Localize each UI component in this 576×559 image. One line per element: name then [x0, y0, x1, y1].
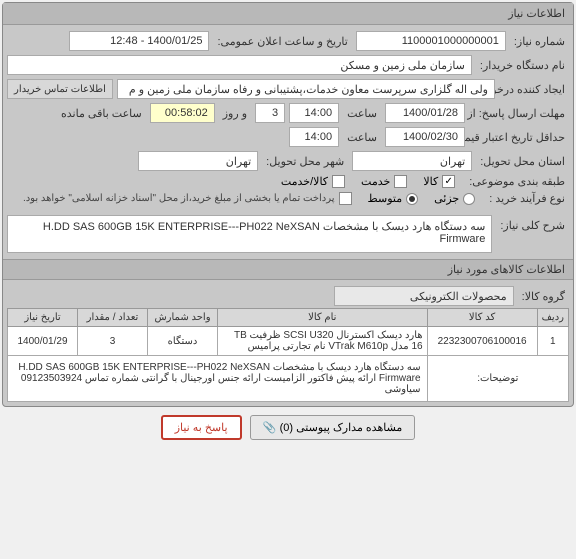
time-label-1: ساعت	[343, 107, 381, 120]
cat-goods-group: کالا	[417, 175, 461, 188]
days-field: 3	[255, 103, 285, 123]
th-idx: ردیف	[537, 309, 568, 327]
delivery-city-field: تهران	[138, 151, 258, 171]
niaz-number-field: 1100001000000001	[356, 31, 506, 51]
pt-medium-group: متوسط	[362, 192, 425, 205]
payment-note-checkbox[interactable]	[339, 192, 352, 205]
creator-field: ولی اله گلزاری سرپرست معاون خدمات،پشتیبا…	[117, 79, 495, 99]
cat-service-checkbox[interactable]	[394, 175, 407, 188]
th-qty: تعداد / مقدار	[78, 309, 148, 327]
remaining-label: ساعت باقی مانده	[57, 107, 146, 120]
creator-label: ایجاد کننده درخواست:	[499, 83, 569, 96]
announce-field: 1400/01/25 - 12:48	[69, 31, 209, 51]
payment-note-label: پرداخت تمام یا بخشی از مبلغ خرید،از محل …	[23, 193, 335, 204]
countdown-field: 00:58:02	[150, 103, 215, 123]
cat-both-checkbox[interactable]	[332, 175, 345, 188]
cell-idx: 1	[537, 327, 568, 356]
cat-both-label: کالا/خدمت	[281, 175, 328, 188]
need-info-panel: اطلاعات نیاز شماره نیاز: 110000100000000…	[2, 2, 574, 407]
group-field: محصولات الکترونیکی	[334, 286, 514, 306]
table-desc-row: توضیحات: سه دستگاه هارد دیسک با مشخصات H…	[8, 356, 569, 402]
goods-info-title: اطلاعات کالاهای مورد نیاز	[3, 259, 573, 280]
niaz-number-label: شماره نیاز:	[510, 35, 569, 48]
th-date: تاریخ نیاز	[8, 309, 78, 327]
cat-service-label: خدمت	[361, 175, 390, 188]
cat-both-group: کالا/خدمت	[275, 175, 351, 188]
key-desc-label: شرح کلی نیاز:	[496, 215, 569, 232]
days-sep-label: و روز	[219, 107, 251, 120]
validity-date-field: 1400/02/30	[385, 127, 465, 147]
cell-qty: 3	[78, 327, 148, 356]
th-unit: واحد شمارش	[148, 309, 218, 327]
desc-value-cell: سه دستگاه هارد دیسک با مشخصات H.DD SAS 6…	[8, 356, 428, 402]
delivery-state-field: تهران	[352, 151, 472, 171]
attachments-button[interactable]: مشاهده مدارک پیوستی (0) 📎	[250, 415, 416, 440]
payment-note-group: پرداخت تمام یا بخشی از مبلغ خرید،از محل …	[17, 192, 358, 205]
th-code: کد کالا	[427, 309, 537, 327]
table-row: 1 2232300706100016 هارد دیسک اکسترنال SC…	[8, 327, 569, 356]
attachment-icon: 📎	[263, 421, 277, 435]
reply-button[interactable]: پاسخ به نیاز	[161, 415, 242, 440]
contact-info-button[interactable]: اطلاعات تماس خریدار	[7, 79, 113, 99]
pt-medium-label: متوسط	[368, 192, 403, 205]
deadline-time-field: 14:00	[289, 103, 339, 123]
attachments-label: مشاهده مدارک پیوستی (0)	[280, 422, 403, 434]
category-label: طبقه بندی موضوعی:	[465, 175, 569, 188]
pt-small-label: جزئی	[434, 192, 459, 205]
cat-goods-checkbox[interactable]	[442, 175, 455, 188]
pt-medium-radio[interactable]	[406, 193, 418, 205]
time-label-2: ساعت	[343, 131, 381, 144]
action-buttons: مشاهده مدارک پیوستی (0) 📎 پاسخ به نیاز	[0, 409, 576, 446]
cell-date: 1400/01/29	[8, 327, 78, 356]
delivery-city-label: شهر محل تحویل:	[262, 155, 348, 168]
buyer-label: نام دستگاه خریدار:	[476, 59, 569, 72]
cat-goods-label: کالا	[423, 175, 438, 188]
validity-label: حداقل تاریخ اعتبار قیمت: تا تاریخ:	[469, 131, 569, 144]
goods-table: ردیف کد کالا نام کالا واحد شمارش تعداد /…	[7, 308, 569, 402]
deadline-date-field: 1400/01/28	[385, 103, 465, 123]
group-label: گروه کالا:	[518, 290, 569, 303]
purchase-type-label: نوع فرآیند خرید :	[485, 192, 569, 205]
delivery-state-label: استان محل تحویل:	[476, 155, 569, 168]
key-desc-field: سه دستگاه هارد دیسک با مشخصات H.DD SAS 6…	[7, 215, 492, 253]
cat-service-group: خدمت	[355, 175, 413, 188]
cell-code: 2232300706100016	[427, 327, 537, 356]
pt-small-group: جزئی	[428, 192, 481, 205]
panel-title: اطلاعات نیاز	[3, 3, 573, 25]
cell-unit: دستگاه	[148, 327, 218, 356]
validity-time-field: 14:00	[289, 127, 339, 147]
cell-name: هارد دیسک اکسترنال SCSI U320 ظرفیت TB 16…	[218, 327, 428, 356]
pt-small-radio[interactable]	[463, 193, 475, 205]
buyer-field: سازمان ملی زمین و مسکن	[7, 55, 472, 75]
th-name: نام کالا	[218, 309, 428, 327]
desc-label-cell: توضیحات:	[427, 356, 568, 402]
announce-label: تاریخ و ساعت اعلان عمومی:	[213, 35, 351, 48]
deadline-label: مهلت ارسال پاسخ: از تاریخ:	[469, 107, 569, 120]
